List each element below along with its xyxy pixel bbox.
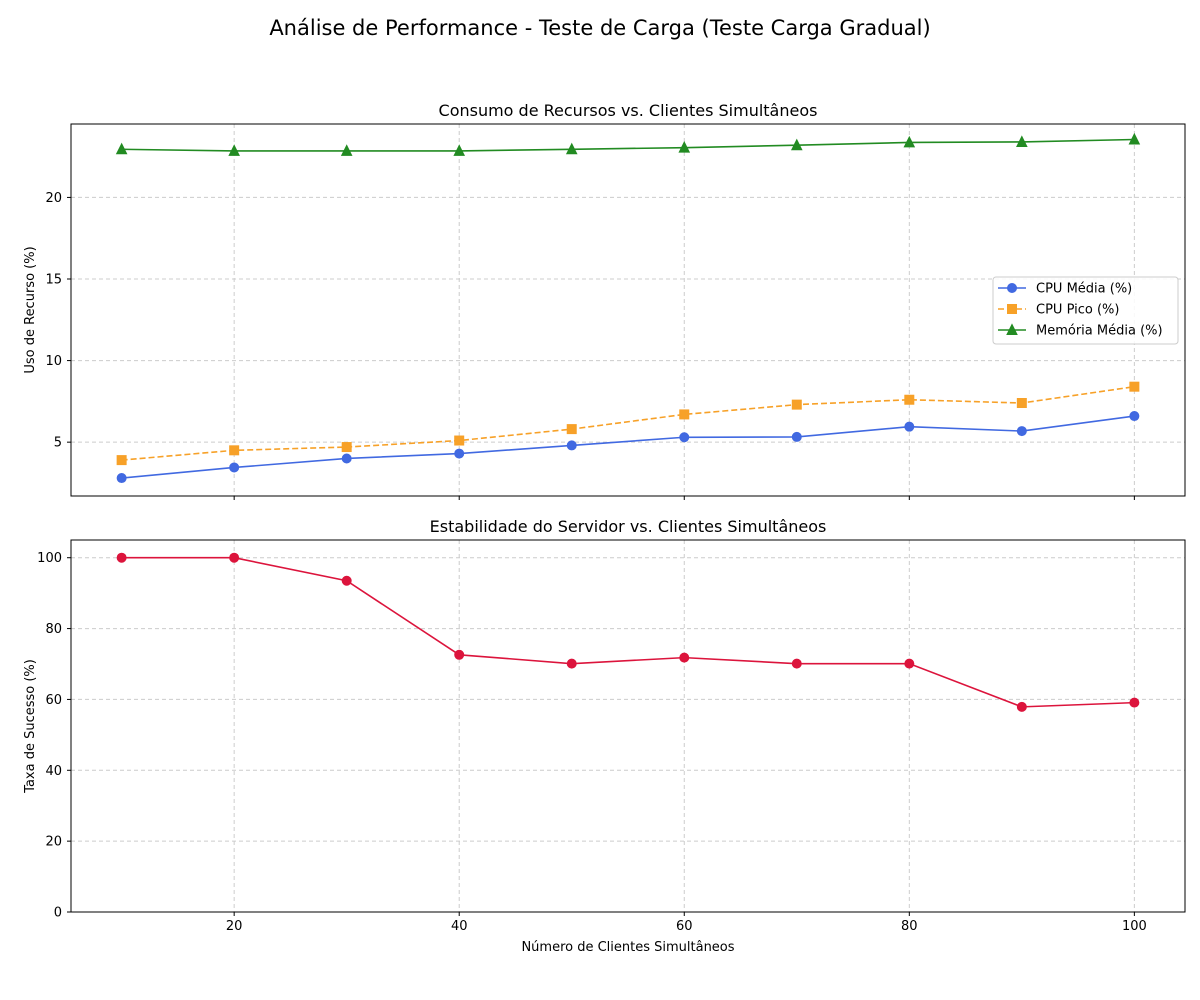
series-line-1: [121, 415, 1135, 479]
y-tick-label: 20: [45, 835, 62, 850]
y-tick-label: 5: [54, 436, 62, 451]
x-axis-label: Número de Clientes Simultâneos: [521, 940, 734, 955]
y-tick-label: 0: [54, 906, 62, 921]
plot-frame: [70, 123, 1186, 497]
series-line-2: [121, 385, 1135, 461]
data-point: [1129, 697, 1140, 708]
x-tick-label: 40: [451, 919, 468, 934]
legend-marker: [1006, 323, 1018, 335]
data-point: [229, 462, 240, 473]
data-point: [791, 399, 802, 410]
legend-label: Memória Média (%): [1036, 324, 1163, 339]
y-tick-label: 15: [45, 273, 62, 288]
legend-label: CPU Média (%): [1036, 282, 1132, 297]
subplot-title: Consumo de Recursos vs. Clientes Simultâ…: [439, 101, 818, 120]
data-point: [1016, 135, 1028, 147]
data-point: [1129, 381, 1140, 392]
data-point: [791, 658, 802, 669]
data-point: [453, 144, 466, 156]
data-point: [679, 409, 690, 420]
data-point: [679, 432, 690, 443]
subplot-title: Estabilidade do Servidor vs. Clientes Si…: [430, 517, 827, 536]
y-axis-label: Uso de Recurso (%): [23, 246, 38, 373]
x-tick-label: 60: [676, 919, 693, 934]
data-point: [1129, 411, 1140, 422]
legend-marker: [1007, 304, 1017, 314]
data-point: [454, 649, 465, 660]
legend-marker: [1007, 283, 1017, 293]
data-point: [228, 144, 240, 156]
x-tick-label: 80: [901, 919, 918, 934]
data-point: [229, 445, 240, 456]
data-point: [1128, 132, 1141, 145]
x-tick-label: 100: [1122, 919, 1147, 934]
data-point: [1016, 701, 1027, 712]
y-axis-label: Taxa de Sucesso (%): [23, 659, 38, 794]
legend-label: CPU Pico (%): [1036, 303, 1119, 318]
data-point: [1016, 426, 1027, 437]
y-tick-label: 80: [45, 622, 62, 637]
figure-title: Análise de Performance - Teste de Carga …: [269, 16, 931, 40]
data-point: [904, 658, 915, 669]
y-tick-label: 40: [45, 764, 62, 779]
data-point: [904, 421, 915, 432]
data-point: [341, 453, 352, 464]
data-point: [116, 455, 127, 466]
data-point: [341, 442, 352, 453]
data-point: [565, 142, 578, 155]
x-tick-label: 20: [226, 919, 243, 934]
y-tick-label: 10: [45, 354, 62, 369]
data-point: [566, 658, 577, 669]
data-point: [678, 141, 691, 153]
data-point: [116, 473, 127, 484]
data-point: [791, 431, 802, 442]
data-point: [790, 138, 803, 151]
y-tick-label: 100: [37, 551, 62, 566]
subplot-1: 5 10 15 20 Consumo de Recursos vs. Clientes …: [23, 101, 1186, 500]
y-tick-label: 60: [45, 693, 62, 708]
data-point: [454, 448, 465, 459]
data-point: [116, 552, 127, 563]
data-point: [1016, 398, 1027, 408]
series-line-3: [121, 138, 1135, 152]
plot-frame: [70, 539, 1186, 913]
data-point: [229, 552, 240, 563]
legend-box: [992, 276, 1179, 345]
legend: CPU Média (%) CPU Pico (%) Memória Média (…: [992, 276, 1179, 345]
data-point: [340, 144, 353, 156]
data-point: [904, 394, 915, 405]
data-point: [341, 575, 352, 586]
data-point: [566, 440, 577, 451]
data-point: [903, 135, 916, 148]
series-line-1: [121, 556, 1135, 708]
data-point: [566, 424, 577, 435]
data-point: [454, 435, 465, 446]
data-point: [115, 142, 128, 155]
subplot-2: 20 40 60 80 100 0 20 40 60 80 100 Estabilidade do S…: [23, 517, 1186, 955]
y-tick-label: 20: [45, 191, 62, 206]
data-point: [679, 652, 690, 663]
